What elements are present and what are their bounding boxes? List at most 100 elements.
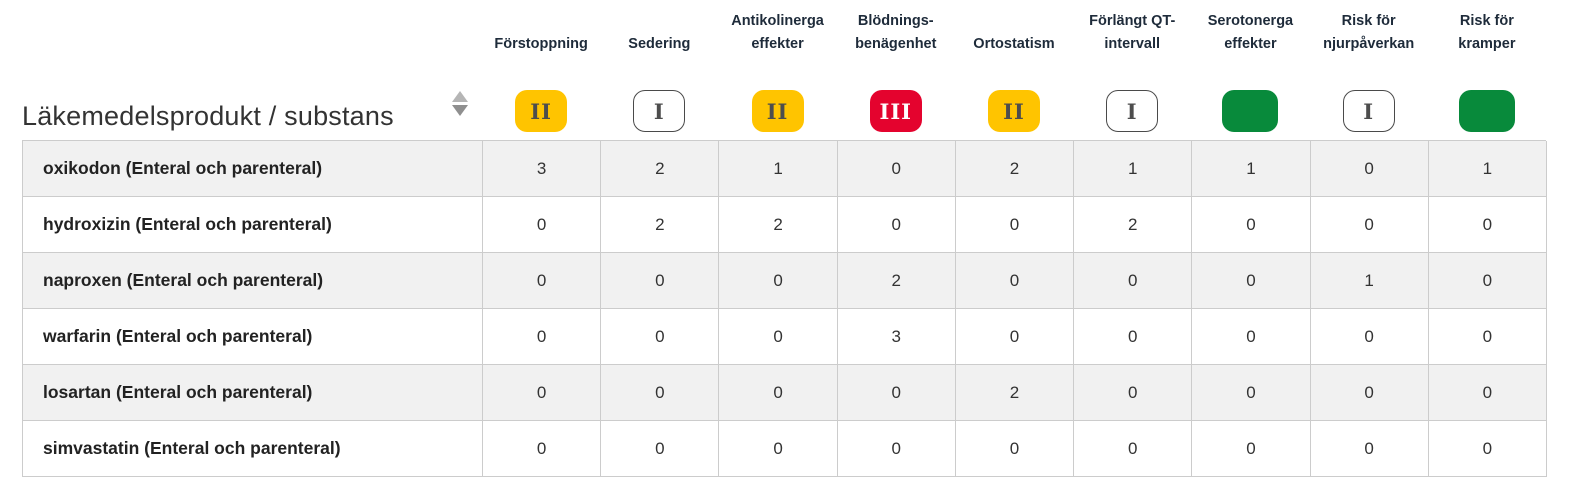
risk-count-cell: 0 xyxy=(1428,309,1547,365)
badge-cell: I xyxy=(600,90,718,140)
risk-count-cell: 0 xyxy=(1074,421,1193,477)
risk-count-cell: 0 xyxy=(719,309,838,365)
risk-count-cell: 0 xyxy=(601,253,720,309)
risk-count-cell: 0 xyxy=(1428,253,1547,309)
risk-level-badge[interactable]: II xyxy=(515,90,568,132)
risk-count-cell: 0 xyxy=(1428,421,1547,477)
table-row: losartan (Enteral och parenteral) 0 0 0 0 2 0 0… xyxy=(23,365,1547,421)
table-row: warfarin (Enteral och parenteral) 0 0 0 3 0 0 0… xyxy=(23,309,1547,365)
risk-level-badge[interactable]: II xyxy=(987,90,1040,132)
risk-count-cell: 2 xyxy=(601,197,720,253)
risk-count-cell: 0 xyxy=(1192,197,1311,253)
risk-count-cell: 2 xyxy=(719,197,838,253)
badge-cell: I xyxy=(1073,90,1191,140)
risk-count-cell: 0 xyxy=(1310,365,1429,421)
risk-count-cell: 0 xyxy=(1074,365,1193,421)
badge-cell: III xyxy=(837,90,955,140)
risk-count-cell: 1 xyxy=(1074,141,1193,197)
risk-count-cell: 0 xyxy=(601,421,720,477)
risk-count-cell: 1 xyxy=(719,141,838,197)
column-header: Sedering xyxy=(628,35,691,52)
risk-count-cell: 0 xyxy=(719,253,838,309)
risk-count-cell: 0 xyxy=(1428,197,1547,253)
drug-row-label: naproxen (Enteral och parenteral) xyxy=(23,253,483,309)
table-title: Läkemedelsprodukt / substans xyxy=(22,101,394,131)
drug-row-label: warfarin (Enteral och parenteral) xyxy=(23,309,483,365)
badge-cell xyxy=(1428,90,1546,140)
sort-arrows-icon[interactable] xyxy=(452,91,468,116)
badge-cell: I xyxy=(1310,90,1428,140)
risk-count-cell: 0 xyxy=(955,253,1075,309)
risk-level-badge[interactable]: I xyxy=(1342,90,1395,132)
risk-count-cell: 1 xyxy=(1310,253,1429,309)
column-header: Blödnings-benägenhet xyxy=(855,12,937,52)
risk-count-cell: 0 xyxy=(837,365,956,421)
drug-row-label: hydroxizin (Enteral och parenteral) xyxy=(23,197,483,253)
risk-level-badge[interactable]: II xyxy=(751,90,804,132)
column-header: Risk för njurpåverkan xyxy=(1323,12,1415,52)
badge-cell xyxy=(1191,90,1309,140)
risk-count-cell: 0 xyxy=(955,309,1075,365)
badge-cell: II xyxy=(718,90,836,140)
table-body: oxikodon (Enteral och parenteral) 3 2 1 0 2 1 1… xyxy=(22,140,1547,477)
risk-count-cell: 2 xyxy=(837,253,956,309)
table-row: simvastatin (Enteral och parenteral) 0 0 0 0… xyxy=(23,421,1547,477)
badge-cell: II xyxy=(955,90,1073,140)
column-header: Risk för kramper xyxy=(1458,12,1516,52)
drug-row-label: losartan (Enteral och parenteral) xyxy=(23,365,483,421)
risk-count-cell: 0 xyxy=(1074,309,1193,365)
risk-level-badge[interactable] xyxy=(1222,90,1279,132)
column-headers-row: Förstoppning Sedering Antikolinerga effekt… xyxy=(22,0,1546,64)
risk-count-cell: 0 xyxy=(837,141,956,197)
risk-count-cell: 0 xyxy=(1192,421,1311,477)
column-header: Antikolinerga effekter xyxy=(731,12,824,52)
risk-count-cell: 2 xyxy=(955,365,1075,421)
drug-row-label: simvastatin (Enteral och parenteral) xyxy=(23,421,483,477)
column-header: Ortostatism xyxy=(973,35,1055,52)
risk-count-cell: 1 xyxy=(1428,141,1547,197)
risk-level-badge[interactable]: I xyxy=(1106,90,1159,132)
table-row: naproxen (Enteral och parenteral) 0 0 0 2 0 0 0… xyxy=(23,253,1547,309)
risk-count-cell: 0 xyxy=(1192,365,1311,421)
badge-cell: II xyxy=(482,90,600,140)
risk-count-cell: 0 xyxy=(719,365,838,421)
sort-up-icon xyxy=(452,91,468,102)
risk-count-cell: 0 xyxy=(483,421,602,477)
risk-count-cell: 0 xyxy=(719,421,838,477)
table-row: oxikodon (Enteral och parenteral) 3 2 1 0 2 1 1… xyxy=(23,141,1547,197)
column-header: Förstoppning xyxy=(494,35,588,52)
table-row: hydroxizin (Enteral och parenteral) 0 2 2 0 0… xyxy=(23,197,1547,253)
risk-count-cell: 0 xyxy=(483,365,602,421)
risk-count-cell: 0 xyxy=(601,309,720,365)
risk-count-cell: 0 xyxy=(1310,197,1429,253)
risk-level-badge[interactable]: I xyxy=(633,90,686,132)
risk-count-cell: 0 xyxy=(837,197,956,253)
risk-count-cell: 0 xyxy=(1192,253,1311,309)
column-header: Serotonerga effekter xyxy=(1207,12,1294,52)
risk-count-cell: 0 xyxy=(1310,421,1429,477)
sort-down-icon xyxy=(452,105,468,116)
risk-count-cell: 2 xyxy=(955,141,1075,197)
risk-count-cell: 0 xyxy=(837,421,956,477)
risk-count-cell: 0 xyxy=(955,197,1075,253)
medication-risk-table: Förstoppning Sedering Antikolinerga effekt… xyxy=(22,0,1547,477)
risk-count-cell: 0 xyxy=(1192,309,1311,365)
risk-count-cell: 0 xyxy=(1074,253,1193,309)
risk-count-cell: 0 xyxy=(483,309,602,365)
risk-count-cell: 2 xyxy=(1074,197,1193,253)
drug-row-label: oxikodon (Enteral och parenteral) xyxy=(23,141,483,197)
risk-count-cell: 0 xyxy=(483,197,602,253)
risk-level-badge[interactable] xyxy=(1458,90,1515,132)
risk-count-cell: 0 xyxy=(1428,365,1547,421)
risk-count-cell: 1 xyxy=(1192,141,1311,197)
badge-row: Läkemedelsprodukt / substans II I II III II I… xyxy=(22,64,1546,140)
table-title-cell: Läkemedelsprodukt / substans xyxy=(22,91,482,140)
risk-level-badge[interactable]: III xyxy=(869,90,922,132)
risk-count-cell: 0 xyxy=(483,253,602,309)
risk-count-cell: 0 xyxy=(955,421,1075,477)
risk-count-cell: 3 xyxy=(483,141,602,197)
risk-count-cell: 2 xyxy=(601,141,720,197)
risk-count-cell: 0 xyxy=(601,365,720,421)
risk-count-cell: 0 xyxy=(1310,141,1429,197)
risk-count-cell: 0 xyxy=(1310,309,1429,365)
